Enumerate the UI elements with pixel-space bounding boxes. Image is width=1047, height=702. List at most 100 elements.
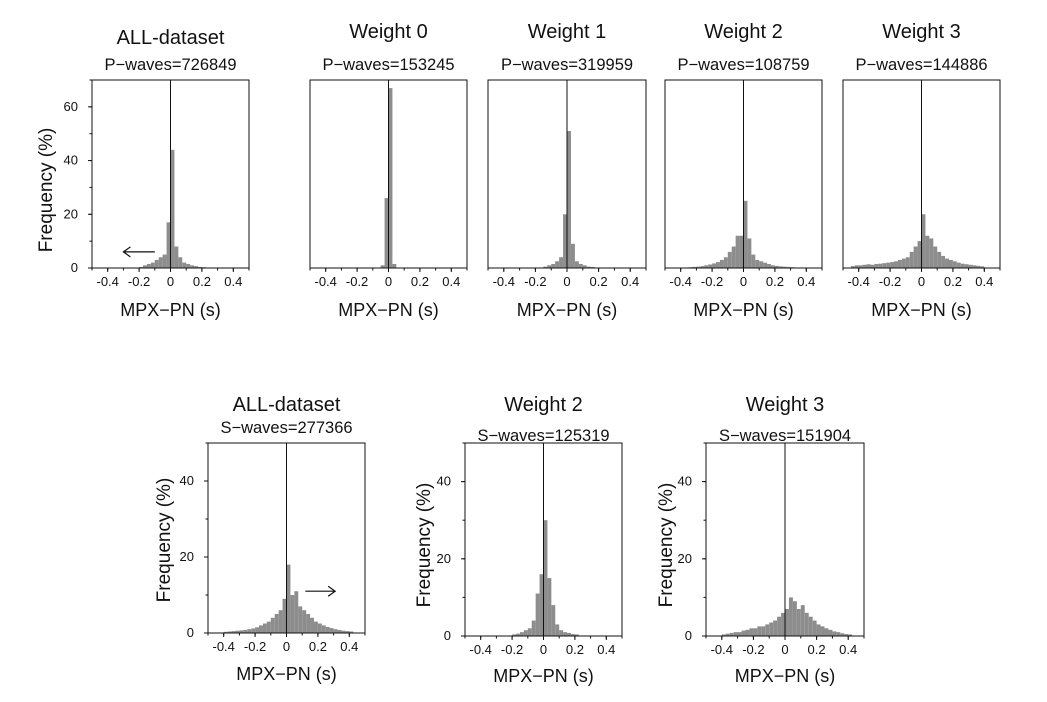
histogram-bar bbox=[731, 246, 736, 268]
histogram-panel-3: Weight 1 P−waves=319959 -0.4 -0.2 0 0.2 0.4MPX… bbox=[487, 21, 647, 320]
x-tick-label: -0.2 bbox=[879, 274, 901, 289]
histogram-bar bbox=[921, 214, 926, 268]
histogram-bar bbox=[306, 614, 311, 633]
histogram-bar bbox=[909, 251, 914, 268]
x-tick-label: 0.4 bbox=[839, 642, 857, 657]
histogram-bar bbox=[858, 265, 863, 268]
y-tick-label: 0 bbox=[187, 625, 194, 640]
histogram-bar bbox=[749, 628, 754, 636]
histogram-bar bbox=[735, 235, 740, 268]
x-tick-label: 0 bbox=[740, 274, 747, 289]
y-tick-label: 20 bbox=[678, 551, 692, 566]
histogram-bar bbox=[574, 261, 579, 268]
y-tick-label: 20 bbox=[64, 206, 78, 221]
y-tick-label: 40 bbox=[180, 473, 194, 488]
histogram-bar bbox=[800, 605, 805, 636]
histogram-bar bbox=[945, 258, 949, 268]
x-tick-label: -0.4 bbox=[96, 274, 118, 289]
x-tick-label: -0.4 bbox=[847, 274, 869, 289]
x-axis-label: MPX−PN (s) bbox=[236, 664, 337, 684]
histogram-bar bbox=[941, 255, 946, 268]
histogram-bar bbox=[769, 622, 774, 636]
histogram-bar bbox=[777, 616, 782, 636]
histogram-bar bbox=[563, 214, 567, 268]
histogram-bar bbox=[567, 131, 571, 268]
histogram-bar bbox=[737, 632, 742, 636]
histogram-bar bbox=[146, 263, 151, 268]
histogram-bar bbox=[747, 238, 752, 268]
histogram-bar bbox=[531, 620, 536, 636]
x-tick-label: 0 bbox=[918, 274, 925, 289]
histogram-bar bbox=[890, 262, 895, 268]
histogram-bar bbox=[166, 222, 171, 268]
histogram-bar bbox=[848, 634, 853, 636]
histogram-bar bbox=[913, 246, 918, 268]
histogram-bar bbox=[824, 628, 829, 636]
histogram-bar bbox=[820, 626, 825, 636]
histogram-bar bbox=[290, 595, 295, 633]
histogram-bar bbox=[194, 266, 198, 268]
x-axis-label: MPX−PN (s) bbox=[693, 300, 794, 320]
histogram-bar bbox=[259, 625, 263, 633]
histogram-bar bbox=[763, 262, 768, 268]
x-tick-label: 0.4 bbox=[224, 274, 242, 289]
histogram-bar bbox=[186, 263, 191, 268]
histogram-bar bbox=[178, 257, 183, 268]
histogram-bar bbox=[759, 261, 764, 268]
histogram-bar bbox=[886, 262, 891, 268]
panel-title: ALL-dataset bbox=[233, 394, 341, 416]
histogram-bar bbox=[197, 266, 202, 268]
histogram-bar bbox=[286, 564, 291, 633]
histogram-bar bbox=[972, 265, 977, 268]
histogram-bar bbox=[582, 265, 587, 268]
histogram-bar bbox=[551, 263, 556, 268]
histogram-bar bbox=[317, 623, 322, 633]
histogram-bar bbox=[341, 630, 346, 633]
left-arrow-icon bbox=[122, 246, 155, 258]
x-tick-label: 0 bbox=[540, 642, 547, 657]
histogram-bar bbox=[767, 263, 771, 268]
histogram-bar bbox=[231, 631, 236, 633]
histogram-bar bbox=[380, 265, 385, 268]
y-tick-label: 20 bbox=[437, 551, 451, 566]
histogram-bar bbox=[527, 628, 532, 636]
histogram-bar bbox=[862, 264, 867, 268]
x-tick-label: -0.4 bbox=[711, 642, 733, 657]
histogram-bar bbox=[310, 617, 314, 633]
histogram-bar bbox=[980, 266, 985, 268]
x-tick-label: -0.4 bbox=[314, 274, 336, 289]
x-axis-label: MPX−PN (s) bbox=[871, 300, 972, 320]
histogram-bar bbox=[828, 629, 833, 636]
y-axis-label: Frequency (%) bbox=[154, 478, 175, 603]
histogram-bar bbox=[519, 632, 524, 636]
histogram-bar bbox=[154, 259, 159, 268]
x-tick-label: 0 bbox=[385, 274, 392, 289]
histogram-bar bbox=[282, 598, 287, 633]
histogram-bar bbox=[917, 241, 922, 268]
y-tick-label: 40 bbox=[678, 474, 692, 489]
histogram-bar bbox=[570, 243, 575, 268]
histogram-bar bbox=[235, 630, 240, 633]
histogram-bar bbox=[786, 266, 791, 268]
histogram-bar bbox=[516, 633, 520, 636]
histogram-bar bbox=[567, 632, 571, 636]
histogram-bar bbox=[721, 634, 726, 636]
histogram-bar bbox=[778, 266, 783, 268]
panel-title: Weight 2 bbox=[704, 21, 783, 43]
histogram-bar bbox=[182, 262, 187, 268]
histogram-panel-8: Weight 3 S−waves=151904 -0.4 -0.2 0 0.2 0.4 0 20… bbox=[656, 394, 865, 686]
histogram-bar bbox=[535, 593, 540, 636]
x-tick-label: 0.2 bbox=[193, 274, 211, 289]
histogram-bar bbox=[753, 628, 758, 636]
x-tick-label: 0.4 bbox=[797, 274, 815, 289]
histogram-bar bbox=[345, 631, 350, 633]
histogram-bar bbox=[247, 629, 252, 633]
histogram-bar bbox=[956, 262, 961, 268]
wave-count-label: P−waves=726849 bbox=[104, 56, 236, 74]
histogram-bar bbox=[388, 88, 393, 268]
histogram-bar bbox=[741, 630, 746, 636]
histogram-bar bbox=[897, 259, 902, 268]
histogram-bar bbox=[543, 266, 548, 268]
x-axis-label: MPX−PN (s) bbox=[120, 300, 221, 320]
x-axis-label: MPX−PN (s) bbox=[517, 300, 618, 320]
